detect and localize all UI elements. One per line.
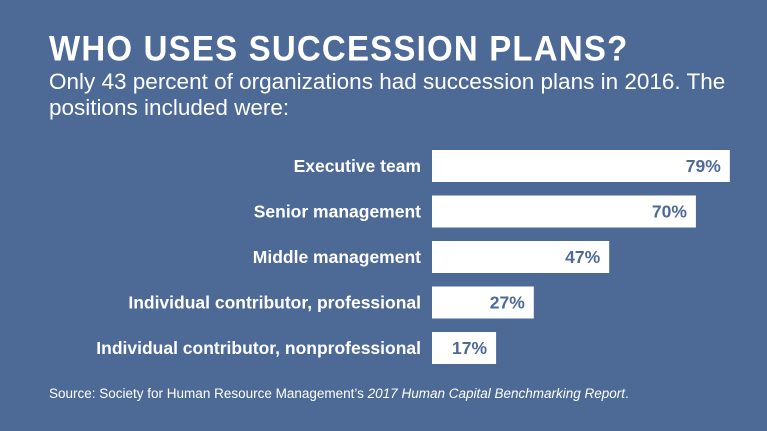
source-note: Source: Society for Human Resource Manag… xyxy=(49,385,629,403)
source-report-title: 2017 Human Capital Benchmarking Report xyxy=(367,386,626,401)
category-label-3: Middle management xyxy=(253,247,421,267)
category-label-5: Individual contributor, nonprofessional xyxy=(96,338,421,358)
category-label-4: Individual contributor, professional xyxy=(128,293,421,313)
source-suffix: . xyxy=(625,386,629,401)
chart-subtitle: Only 43 percent of organizations had suc… xyxy=(49,69,726,120)
bar-4 xyxy=(432,286,534,319)
bar-5 xyxy=(432,332,497,364)
value-label-3: 47% xyxy=(565,247,600,267)
chart-title: WHO USES SUCCESSION PLANS? xyxy=(49,28,629,68)
category-label-2: Senior management xyxy=(254,202,421,222)
value-label-1: 79% xyxy=(686,156,721,176)
bar-1 xyxy=(432,150,730,182)
value-label-5: 17% xyxy=(452,338,487,358)
bar-2 xyxy=(432,195,696,228)
source-prefix: Source: Society for Human Resource Manag… xyxy=(49,386,368,401)
value-label-2: 70% xyxy=(652,202,687,222)
category-label-1: Executive team xyxy=(294,156,421,176)
bar-3 xyxy=(432,241,610,273)
value-label-4: 27% xyxy=(490,293,525,313)
